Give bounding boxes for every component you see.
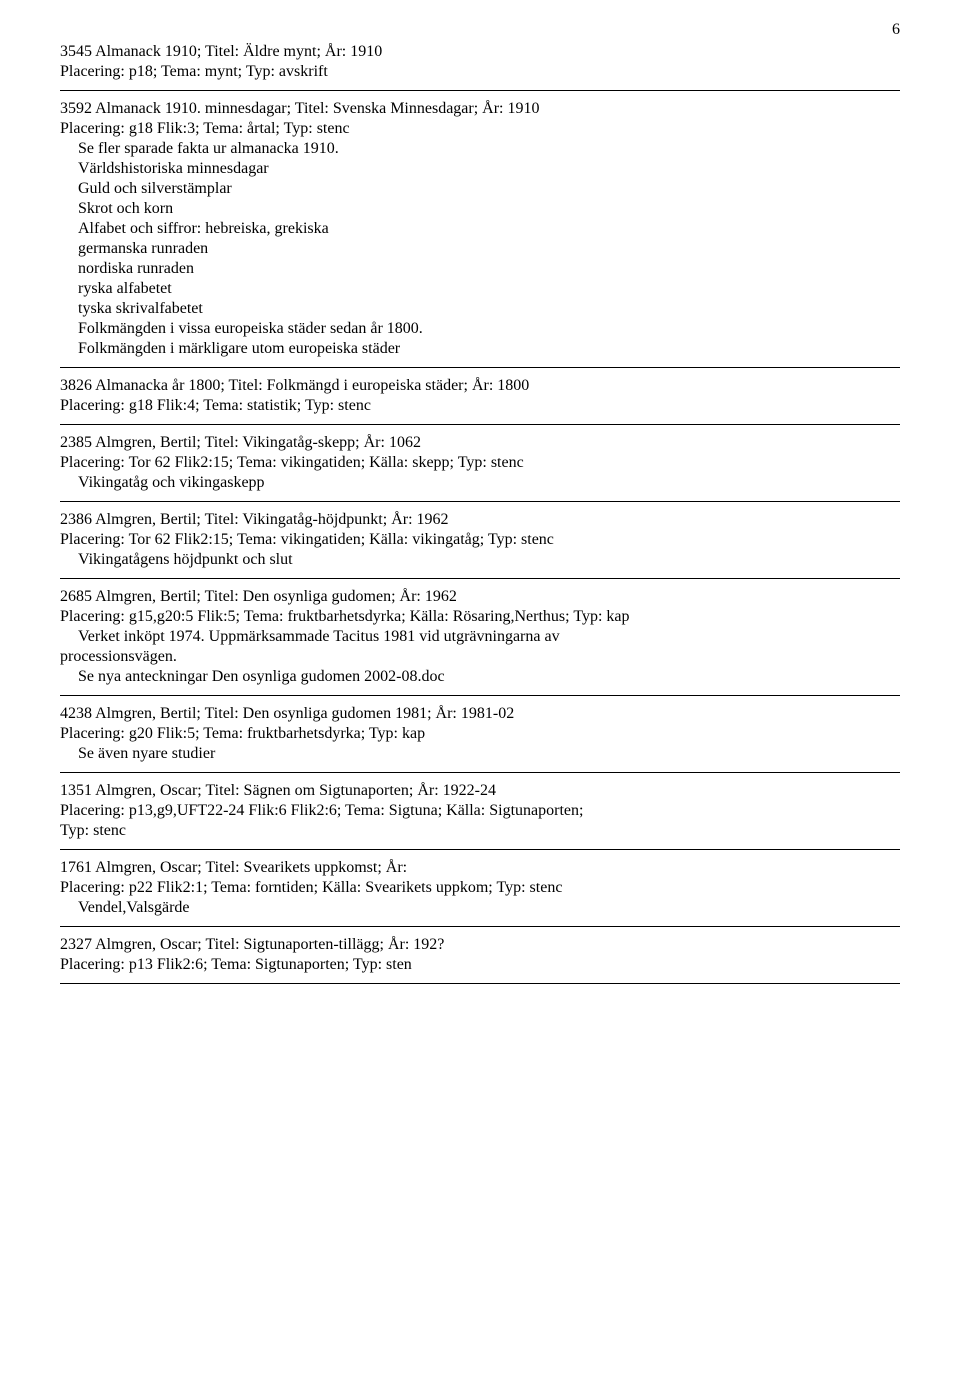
- entry-place: Placering: p18; Tema: mynt; Typ: avskrif…: [60, 62, 900, 82]
- entry: 2327 Almgren, Oscar; Titel: Sigtunaporte…: [60, 935, 900, 975]
- body-line: processionsvägen.: [60, 647, 900, 667]
- entry-header: 3826 Almanacka år 1800; Titel: Folkmängd…: [60, 376, 900, 396]
- entry-body: Vikingatåg och vikingaskepp: [78, 473, 900, 493]
- separator: [60, 772, 900, 773]
- entry-body: Verket inköpt 1974. Uppmärksammade Tacit…: [78, 627, 900, 687]
- body-line: Världshistoriska minnesdagar: [78, 159, 900, 179]
- entry-place: Placering: g18 Flik:3; Tema: årtal; Typ:…: [60, 119, 900, 139]
- entry: 2385 Almgren, Bertil; Titel: Vikingatåg-…: [60, 433, 900, 493]
- separator: [60, 501, 900, 502]
- entry-place: Placering: p22 Flik2:1; Tema: forntiden;…: [60, 878, 900, 898]
- entry: 4238 Almgren, Bertil; Titel: Den osynlig…: [60, 704, 900, 764]
- body-line: Se nya anteckningar Den osynliga gudomen…: [78, 667, 900, 687]
- body-line: Alfabet och siffror: hebreiska, grekiska: [78, 219, 900, 239]
- entry-header: 2386 Almgren, Bertil; Titel: Vikingatåg-…: [60, 510, 900, 530]
- body-line: Verket inköpt 1974. Uppmärksammade Tacit…: [78, 627, 900, 647]
- separator: [60, 90, 900, 91]
- page-number: 6: [60, 20, 900, 40]
- separator: [60, 926, 900, 927]
- entry-body: Vendel,Valsgärde: [78, 898, 900, 918]
- entry: 2685 Almgren, Bertil; Titel: Den osynlig…: [60, 587, 900, 687]
- entry-place: Typ: stenc: [60, 821, 900, 841]
- entry-header: 1351 Almgren, Oscar; Titel: Sägnen om Si…: [60, 781, 900, 801]
- entry-place: Placering: Tor 62 Flik2:15; Tema: viking…: [60, 530, 900, 550]
- body-line: Se även nyare studier: [78, 744, 900, 764]
- body-line: Folkmängden i vissa europeiska städer se…: [78, 319, 900, 339]
- body-line: ryska alfabetet: [78, 279, 900, 299]
- entry: 3826 Almanacka år 1800; Titel: Folkmängd…: [60, 376, 900, 416]
- body-line: Skrot och korn: [78, 199, 900, 219]
- entry-header: 2685 Almgren, Bertil; Titel: Den osynlig…: [60, 587, 900, 607]
- entry-header: 2327 Almgren, Oscar; Titel: Sigtunaporte…: [60, 935, 900, 955]
- entry: 1761 Almgren, Oscar; Titel: Svearikets u…: [60, 858, 900, 918]
- entry-header: 1761 Almgren, Oscar; Titel: Svearikets u…: [60, 858, 900, 878]
- entry: 3592 Almanack 1910. minnesdagar; Titel: …: [60, 99, 900, 359]
- entry-body: Se även nyare studier: [78, 744, 900, 764]
- entry-place: Placering: g20 Flik:5; Tema: fruktbarhet…: [60, 724, 900, 744]
- entry-place: Placering: p13,g9,UFT22-24 Flik:6 Flik2:…: [60, 801, 900, 821]
- body-line: Vendel,Valsgärde: [78, 898, 900, 918]
- entry: 3545 Almanack 1910; Titel: Äldre mynt; Å…: [60, 42, 900, 82]
- entry-body: Vikingatågens höjdpunkt och slut: [78, 550, 900, 570]
- body-line: germanska runraden: [78, 239, 900, 259]
- body-line: Vikingatåg och vikingaskepp: [78, 473, 900, 493]
- entry-header: 3592 Almanack 1910. minnesdagar; Titel: …: [60, 99, 900, 119]
- entry: 2386 Almgren, Bertil; Titel: Vikingatåg-…: [60, 510, 900, 570]
- body-line: tyska skrivalfabetet: [78, 299, 900, 319]
- entry-header: 3545 Almanack 1910; Titel: Äldre mynt; Å…: [60, 42, 900, 62]
- entry-place: Placering: Tor 62 Flik2:15; Tema: viking…: [60, 453, 900, 473]
- separator: [60, 849, 900, 850]
- body-line: Se fler sparade fakta ur almanacka 1910.: [78, 139, 900, 159]
- separator: [60, 367, 900, 368]
- entry: 1351 Almgren, Oscar; Titel: Sägnen om Si…: [60, 781, 900, 841]
- entry-body: Se fler sparade fakta ur almanacka 1910.…: [78, 139, 900, 359]
- body-line: Guld och silverstämplar: [78, 179, 900, 199]
- entry-place: Placering: p13 Flik2:6; Tema: Sigtunapor…: [60, 955, 900, 975]
- separator: [60, 424, 900, 425]
- separator: [60, 578, 900, 579]
- separator: [60, 695, 900, 696]
- entry-header: 4238 Almgren, Bertil; Titel: Den osynlig…: [60, 704, 900, 724]
- body-line: nordiska runraden: [78, 259, 900, 279]
- separator: [60, 983, 900, 984]
- entry-place: Placering: g18 Flik:4; Tema: statistik; …: [60, 396, 900, 416]
- body-line: Vikingatågens höjdpunkt och slut: [78, 550, 900, 570]
- entry-place: Placering: g15,g20:5 Flik:5; Tema: frukt…: [60, 607, 900, 627]
- body-line: Folkmängden i märkligare utom europeiska…: [78, 339, 900, 359]
- entry-header: 2385 Almgren, Bertil; Titel: Vikingatåg-…: [60, 433, 900, 453]
